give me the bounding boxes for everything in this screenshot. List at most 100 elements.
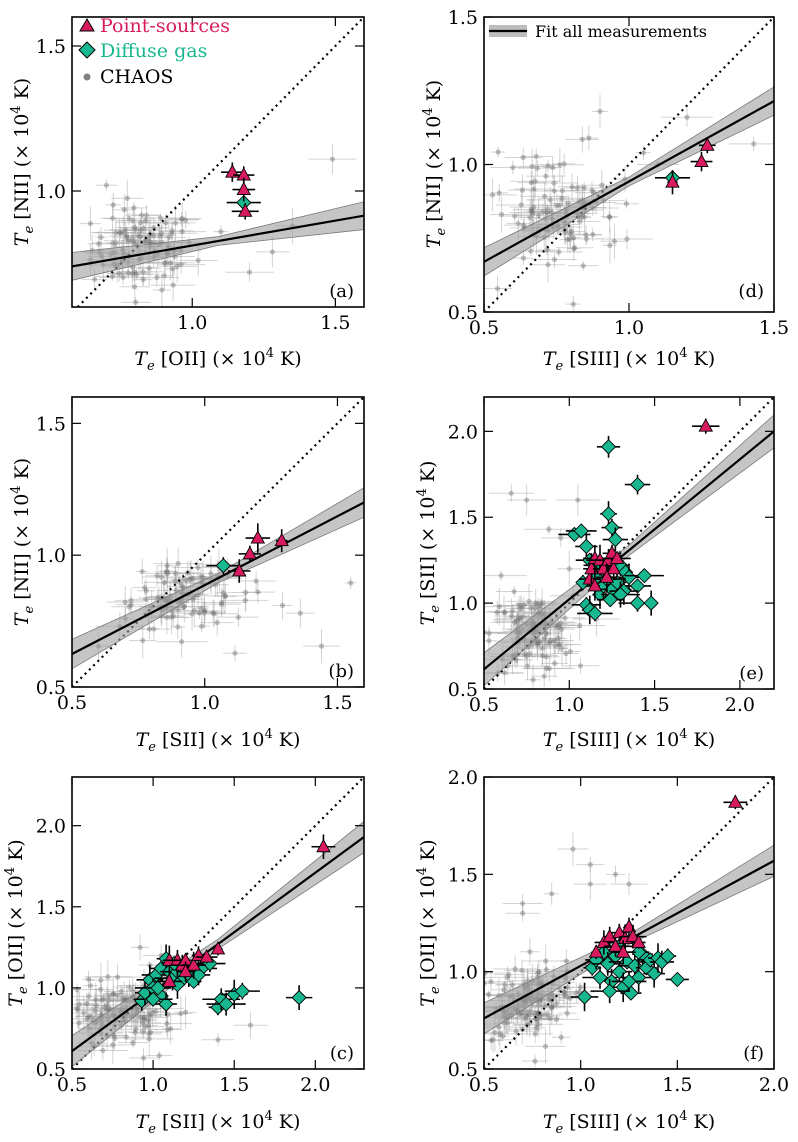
chaos-point-d xyxy=(520,222,527,228)
chaos-point-a xyxy=(158,231,165,237)
chaos-point-e xyxy=(502,609,508,615)
axes-d: 0.5 1.0 1.5 0.5 1.0 1.5 xyxy=(448,7,789,339)
chaos-point-a xyxy=(246,269,253,275)
points-e xyxy=(558,418,720,625)
chaos-point-a xyxy=(169,228,175,234)
chaos-point-f xyxy=(512,966,518,972)
chaos-point-c xyxy=(145,1017,151,1023)
chaos-point-a xyxy=(124,234,130,240)
y-tick-label-d: 0.5 xyxy=(448,302,478,324)
chaos-point-d xyxy=(458,250,463,255)
x-tick-label-c: 1.0 xyxy=(138,1074,168,1096)
chaos-point-a xyxy=(143,237,149,244)
chaos-point-e xyxy=(486,638,492,644)
y-tick-label-a: 1.5 xyxy=(36,36,66,58)
chaos-point-d xyxy=(572,245,578,251)
chaos-point-f xyxy=(523,1013,530,1019)
chaos-point-c xyxy=(182,1009,189,1015)
y-tick-label-c: 0.5 xyxy=(36,1059,66,1081)
chaos-point-b xyxy=(201,608,208,614)
chaos-point-f xyxy=(542,1003,548,1009)
chaos-point-e xyxy=(553,623,559,630)
chaos-point-b xyxy=(156,594,162,600)
diffuse-gas-point-e xyxy=(643,595,659,611)
chaos-point-d xyxy=(496,190,502,196)
chaos-point-c xyxy=(93,1002,100,1009)
chaos-point-f xyxy=(564,994,570,1000)
diffuse-gas-point-b xyxy=(215,558,231,574)
chaos-point-a xyxy=(179,229,185,235)
chaos-point-d xyxy=(499,211,505,218)
chaos-point-f xyxy=(465,1016,470,1021)
chaos-point-a xyxy=(146,235,152,241)
chaos-point-c xyxy=(149,1009,156,1015)
chaos-point-a xyxy=(143,217,149,224)
chaos-point-a xyxy=(98,234,104,240)
chaos-point-e xyxy=(555,622,561,628)
points-d xyxy=(654,137,716,195)
chaos-point-f xyxy=(475,1021,480,1026)
y-tick-label-b: 1.0 xyxy=(36,545,66,567)
chaos-point-b xyxy=(168,614,175,620)
y-tick-label-b: 0.5 xyxy=(36,677,66,699)
chaos-point-c xyxy=(106,993,112,999)
chaos-point-e xyxy=(551,637,557,644)
chaos-point-a xyxy=(170,282,176,288)
chaos-point-d xyxy=(561,161,567,167)
panel-b: 0.5 1.0 1.5 0.5 1.0 1.5 (b) Te [SII] (× 104 K… xyxy=(9,396,365,755)
diffuse-gas-point-e xyxy=(578,538,594,555)
chaos-point-a xyxy=(87,220,94,227)
chaos-point-e xyxy=(509,608,515,614)
chaos-point-e xyxy=(532,605,538,611)
chaos-point-e xyxy=(530,677,536,683)
axes-e: 0.5 1.0 1.5 2.0 0.5 1.0 1.5 2.0 xyxy=(448,396,775,716)
chaos-point-d xyxy=(520,255,527,261)
panel-label-e: (e) xyxy=(739,663,764,684)
y-axis-label-c: Te [OII] (× 104 K) xyxy=(3,839,31,1006)
chaos-point-e xyxy=(546,640,553,646)
chaos-point-c xyxy=(168,1026,174,1032)
chaos-point-a xyxy=(150,232,157,238)
chaos-point-f xyxy=(485,992,492,998)
chaos-point-e xyxy=(524,663,531,669)
chaos-point-a xyxy=(116,271,122,277)
chaos-point-c xyxy=(164,1021,170,1027)
chaos-point-f xyxy=(520,910,526,916)
x-tick-label-d: 1.5 xyxy=(759,317,789,339)
point-source-point-e xyxy=(609,550,625,564)
chaos-point-d xyxy=(554,202,560,209)
chaos-point-f xyxy=(535,970,541,977)
chaos-point-f xyxy=(587,881,593,887)
chaos-point-d xyxy=(611,238,618,244)
points-c xyxy=(133,834,336,1016)
chaos-point-b xyxy=(210,610,216,616)
diffuse-gas-point-e xyxy=(573,523,589,539)
chaos-point-f xyxy=(527,1008,533,1014)
chaos-point-f xyxy=(543,966,549,973)
chaos-point-e xyxy=(562,615,568,621)
chaos-point-f xyxy=(548,1004,555,1010)
diffuse-gas-point-e xyxy=(629,578,646,594)
chaos-point-b xyxy=(154,595,161,601)
diffuse-gas-point-f xyxy=(611,964,627,980)
chaos-point-a xyxy=(133,271,140,277)
chaos-point-e xyxy=(536,605,542,611)
chaos-point-f xyxy=(561,989,568,995)
panel-label-d: (d) xyxy=(738,281,764,302)
chaos-point-a xyxy=(143,212,150,218)
fit-legend-label: Fit all measurements xyxy=(535,22,707,41)
chaos-point-f xyxy=(490,1037,496,1043)
chaos-point-d xyxy=(540,208,546,215)
chaos-point-f xyxy=(535,1021,541,1027)
point-source-point-e xyxy=(582,571,598,585)
y-tick-label-f: 0.5 xyxy=(448,1059,478,1081)
chaos-point-e xyxy=(539,600,545,606)
chaos-point-c xyxy=(105,974,111,980)
chaos-point-e xyxy=(540,653,546,659)
diffuse-gas-point-e xyxy=(607,531,623,548)
chaos-point-d xyxy=(519,187,526,193)
chaos-point-a xyxy=(159,287,165,293)
chaos-point-f xyxy=(499,1033,506,1039)
chaos-point-a xyxy=(178,216,185,222)
chaos-point-d xyxy=(569,184,575,190)
